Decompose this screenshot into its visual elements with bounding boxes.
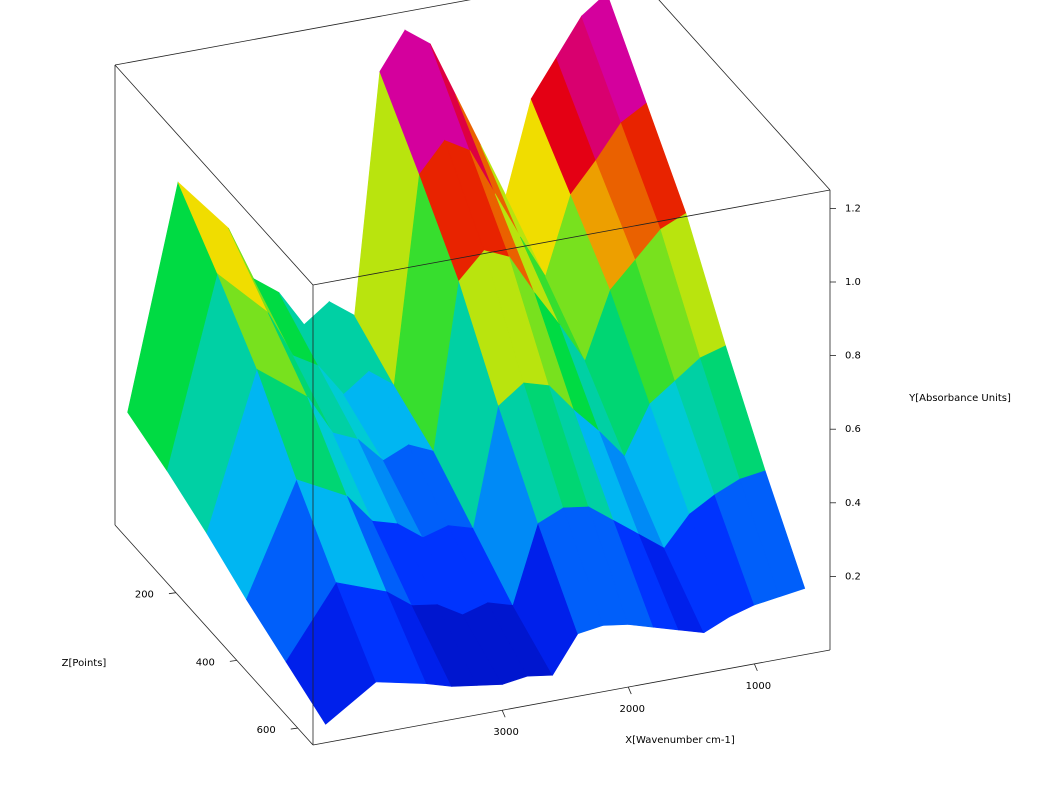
y-tick-label: 1.0 (845, 277, 861, 288)
x-tick (627, 686, 632, 695)
box-edge (114, 524, 314, 746)
box-front: 0.2 0.4 0.6 0.8 1.0 1.2 3000 2000 1000 200 400 600 (135, 189, 861, 746)
z-tick (229, 659, 237, 662)
surface-cell (739, 470, 806, 598)
x-tick (501, 710, 506, 718)
x-tick-label: 3000 (493, 727, 518, 738)
surface (127, 0, 806, 725)
y-axis-label: Y[Absorbance Units] (908, 393, 1011, 404)
z-tick (168, 592, 176, 595)
z-tick (290, 727, 298, 730)
y-tick-label: 0.2 (845, 571, 861, 582)
x-tick (753, 663, 758, 672)
box-edge (312, 189, 831, 286)
z-tick-label: 200 (135, 590, 154, 601)
y-tick-label: 0.8 (845, 351, 861, 362)
x-axis-label: X[Wavenumber cm-1] (625, 735, 735, 746)
z-tick-label: 400 (196, 657, 215, 668)
x-tick-label: 2000 (620, 704, 645, 715)
box-edge (312, 649, 831, 746)
y-tick-label: 0.4 (845, 498, 861, 509)
box-edge (114, 0, 471, 66)
y-tick-label: 1.2 (845, 203, 861, 214)
y-tick-label: 0.6 (845, 424, 861, 435)
x-tick-label: 1000 (746, 681, 771, 692)
box-back (114, 0, 831, 746)
z-axis-label: Z[Points] (62, 658, 107, 669)
box-edge (658, 0, 831, 191)
z-tick-label: 600 (257, 725, 276, 736)
box-edge (114, 64, 314, 286)
